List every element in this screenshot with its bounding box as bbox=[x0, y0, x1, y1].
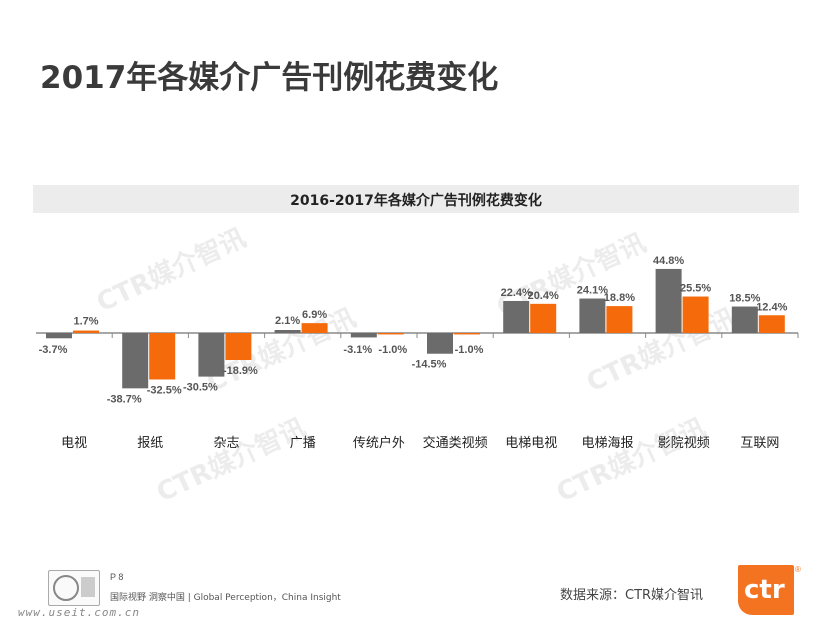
bar-2017 bbox=[149, 333, 176, 380]
bar-2017 bbox=[758, 315, 785, 333]
bar-2017 bbox=[377, 333, 404, 335]
bar-2016 bbox=[579, 298, 606, 333]
category-label: 电视 bbox=[61, 436, 87, 451]
data-label-2016: -3.1% bbox=[343, 344, 372, 356]
data-label-2016: 24.1% bbox=[577, 285, 608, 297]
data-label-2016: -30.5% bbox=[183, 382, 218, 394]
bar-2016 bbox=[731, 306, 758, 333]
data-label-2016: 2.1% bbox=[275, 315, 300, 327]
data-label-2016: -14.5% bbox=[412, 359, 447, 371]
seal-icon bbox=[53, 575, 79, 601]
data-label-2017: 6.9% bbox=[302, 309, 327, 321]
bar-2016 bbox=[198, 333, 225, 377]
footer-slogan: 国际视野 洞察中国 | Global Perception，China Insi… bbox=[110, 593, 341, 603]
data-label-2017: -1.0% bbox=[455, 344, 484, 356]
data-label-2017: 18.8% bbox=[604, 292, 635, 304]
category-label: 杂志 bbox=[213, 436, 239, 451]
category-label: 影院视频 bbox=[658, 436, 710, 451]
ctr-logo: ctr bbox=[738, 565, 794, 615]
bar-2017 bbox=[454, 333, 480, 335]
bar-2017 bbox=[682, 296, 709, 333]
data-label-2017: -32.5% bbox=[147, 384, 182, 396]
data-label-2016: 18.5% bbox=[729, 293, 760, 305]
bar-2016 bbox=[655, 268, 682, 333]
category-label: 互联网 bbox=[740, 436, 779, 451]
bar-2017 bbox=[530, 303, 557, 333]
registered-mark-icon: ® bbox=[795, 565, 801, 574]
chart-title: 2016-2017年各媒介广告刊例花费变化 bbox=[290, 193, 542, 209]
data-label-2017: -1.0% bbox=[378, 344, 407, 356]
category-label: 交通类视频 bbox=[423, 435, 488, 451]
data-label-2017: 25.5% bbox=[680, 283, 711, 295]
data-label-2016: 22.4% bbox=[501, 287, 532, 299]
data-label-2017: -18.9% bbox=[223, 365, 258, 377]
category-label: 电梯海报 bbox=[581, 436, 633, 451]
bar-2016 bbox=[274, 329, 301, 333]
bar-2017 bbox=[301, 323, 328, 333]
category-label: 传统户外 bbox=[353, 435, 405, 451]
ctr-logo-text: ctr bbox=[744, 575, 785, 605]
category-label: 广播 bbox=[290, 436, 316, 451]
data-label-2016: -38.7% bbox=[107, 393, 142, 405]
data-label-2017: 20.4% bbox=[528, 290, 559, 302]
data-label-2016: 44.8% bbox=[653, 255, 684, 267]
page-number: P 8 bbox=[110, 572, 124, 582]
category-label: 电梯电视 bbox=[505, 436, 557, 451]
bar-2017 bbox=[606, 306, 633, 333]
data-label-2016: -3.7% bbox=[39, 344, 68, 356]
bar-2016 bbox=[427, 333, 453, 354]
chart-title-band: 2016-2017年各媒介广告刊例花费变化 bbox=[33, 185, 799, 213]
bar-2016 bbox=[122, 333, 149, 389]
badge-icon bbox=[81, 577, 95, 597]
data-label-2017: 1.7% bbox=[73, 316, 98, 328]
certification-logo bbox=[48, 570, 100, 606]
bar-2016 bbox=[350, 333, 377, 338]
url-watermark: www.useit.com.cn bbox=[18, 606, 140, 619]
page-title: 2017年各媒介广告刊例花费变化 bbox=[40, 60, 499, 96]
bar-2016 bbox=[46, 333, 72, 339]
data-source: 数据来源：CTR媒介智讯 bbox=[560, 588, 704, 603]
category-label: 报纸 bbox=[137, 436, 163, 451]
data-label-2017: 12.4% bbox=[756, 301, 787, 313]
bar-2017 bbox=[225, 333, 252, 361]
bar-2016 bbox=[503, 300, 530, 333]
bar-2017 bbox=[73, 330, 99, 333]
